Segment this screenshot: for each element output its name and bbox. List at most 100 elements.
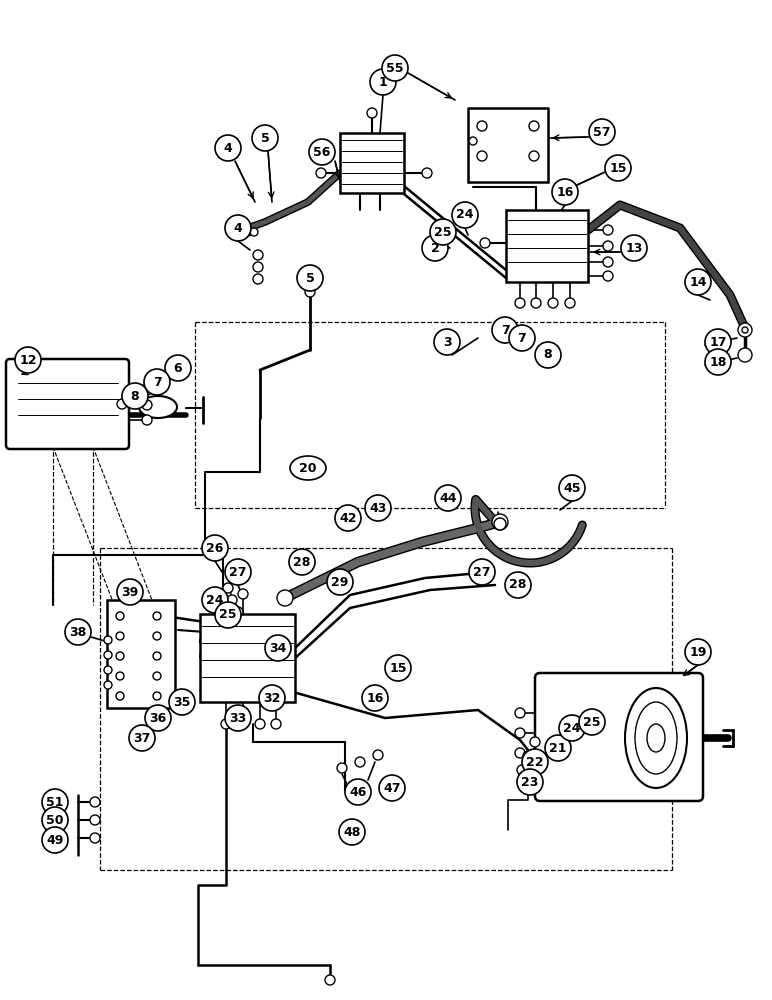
Circle shape <box>253 250 263 260</box>
Ellipse shape <box>635 702 677 774</box>
Text: 51: 51 <box>46 796 64 808</box>
Text: 29: 29 <box>331 576 349 588</box>
Circle shape <box>116 692 124 700</box>
Circle shape <box>492 317 518 343</box>
Text: 4: 4 <box>224 141 232 154</box>
Text: 49: 49 <box>46 834 63 846</box>
Text: 35: 35 <box>173 696 191 708</box>
Circle shape <box>252 125 278 151</box>
Circle shape <box>480 238 490 248</box>
Text: 48: 48 <box>344 826 361 838</box>
Circle shape <box>382 55 408 81</box>
Text: 36: 36 <box>149 712 167 724</box>
Circle shape <box>505 572 531 598</box>
Text: 8: 8 <box>130 389 139 402</box>
Circle shape <box>370 69 396 95</box>
Circle shape <box>221 589 231 599</box>
Circle shape <box>477 121 487 131</box>
Text: 13: 13 <box>625 241 642 254</box>
Circle shape <box>434 329 460 355</box>
Circle shape <box>515 728 525 738</box>
Text: 7: 7 <box>517 332 527 344</box>
Text: 5: 5 <box>261 131 269 144</box>
Circle shape <box>255 719 265 729</box>
Circle shape <box>42 789 68 815</box>
Text: 26: 26 <box>206 542 224 554</box>
Circle shape <box>153 612 161 620</box>
Circle shape <box>545 735 571 761</box>
Text: 37: 37 <box>134 732 151 744</box>
Circle shape <box>335 505 361 531</box>
Circle shape <box>253 274 263 284</box>
Circle shape <box>367 108 377 118</box>
Text: 7: 7 <box>153 375 161 388</box>
Text: 46: 46 <box>349 786 367 798</box>
Text: 15: 15 <box>389 662 407 674</box>
Circle shape <box>221 719 231 729</box>
Circle shape <box>90 797 100 807</box>
Text: 8: 8 <box>543 349 552 361</box>
Text: 44: 44 <box>439 491 457 504</box>
Circle shape <box>373 750 383 760</box>
Circle shape <box>355 757 365 767</box>
Circle shape <box>362 685 388 711</box>
Circle shape <box>685 639 711 665</box>
Text: 15: 15 <box>609 161 627 174</box>
Circle shape <box>509 325 535 351</box>
Circle shape <box>559 475 585 501</box>
Circle shape <box>565 298 575 308</box>
Circle shape <box>153 672 161 680</box>
Circle shape <box>142 385 152 395</box>
Ellipse shape <box>290 456 326 480</box>
Circle shape <box>129 725 155 751</box>
Circle shape <box>605 155 631 181</box>
Circle shape <box>116 612 124 620</box>
Circle shape <box>385 655 411 681</box>
Text: 57: 57 <box>593 125 611 138</box>
Circle shape <box>589 119 615 145</box>
Circle shape <box>515 708 525 718</box>
Circle shape <box>339 819 365 845</box>
Circle shape <box>233 607 243 617</box>
Circle shape <box>422 168 432 178</box>
Circle shape <box>253 262 263 272</box>
Circle shape <box>603 257 613 267</box>
Circle shape <box>492 514 508 530</box>
Circle shape <box>133 387 143 397</box>
Text: 3: 3 <box>442 336 452 349</box>
Circle shape <box>515 298 525 308</box>
Circle shape <box>379 775 405 801</box>
Circle shape <box>515 748 525 758</box>
Circle shape <box>153 652 161 660</box>
Ellipse shape <box>625 688 687 788</box>
Circle shape <box>259 685 285 711</box>
Text: 55: 55 <box>386 62 404 75</box>
Circle shape <box>305 287 315 297</box>
Circle shape <box>142 415 152 425</box>
Circle shape <box>297 265 323 291</box>
Text: 24: 24 <box>564 722 581 734</box>
Ellipse shape <box>647 724 665 752</box>
Circle shape <box>325 975 335 985</box>
Circle shape <box>742 327 748 333</box>
Circle shape <box>523 751 533 761</box>
Circle shape <box>603 225 613 235</box>
FancyBboxPatch shape <box>535 673 703 801</box>
Circle shape <box>142 400 152 410</box>
Text: 5: 5 <box>306 271 314 284</box>
Circle shape <box>529 121 539 131</box>
Text: 47: 47 <box>383 782 401 794</box>
Circle shape <box>42 807 68 833</box>
Text: 34: 34 <box>269 642 286 654</box>
Text: 22: 22 <box>527 756 543 768</box>
Text: 7: 7 <box>500 324 510 336</box>
Circle shape <box>531 298 541 308</box>
Ellipse shape <box>139 396 177 418</box>
Text: 24: 24 <box>206 593 224 606</box>
Circle shape <box>365 495 391 521</box>
Circle shape <box>116 672 124 680</box>
Text: 27: 27 <box>473 566 491 578</box>
Circle shape <box>165 355 191 381</box>
FancyBboxPatch shape <box>506 210 588 282</box>
Circle shape <box>685 269 711 295</box>
